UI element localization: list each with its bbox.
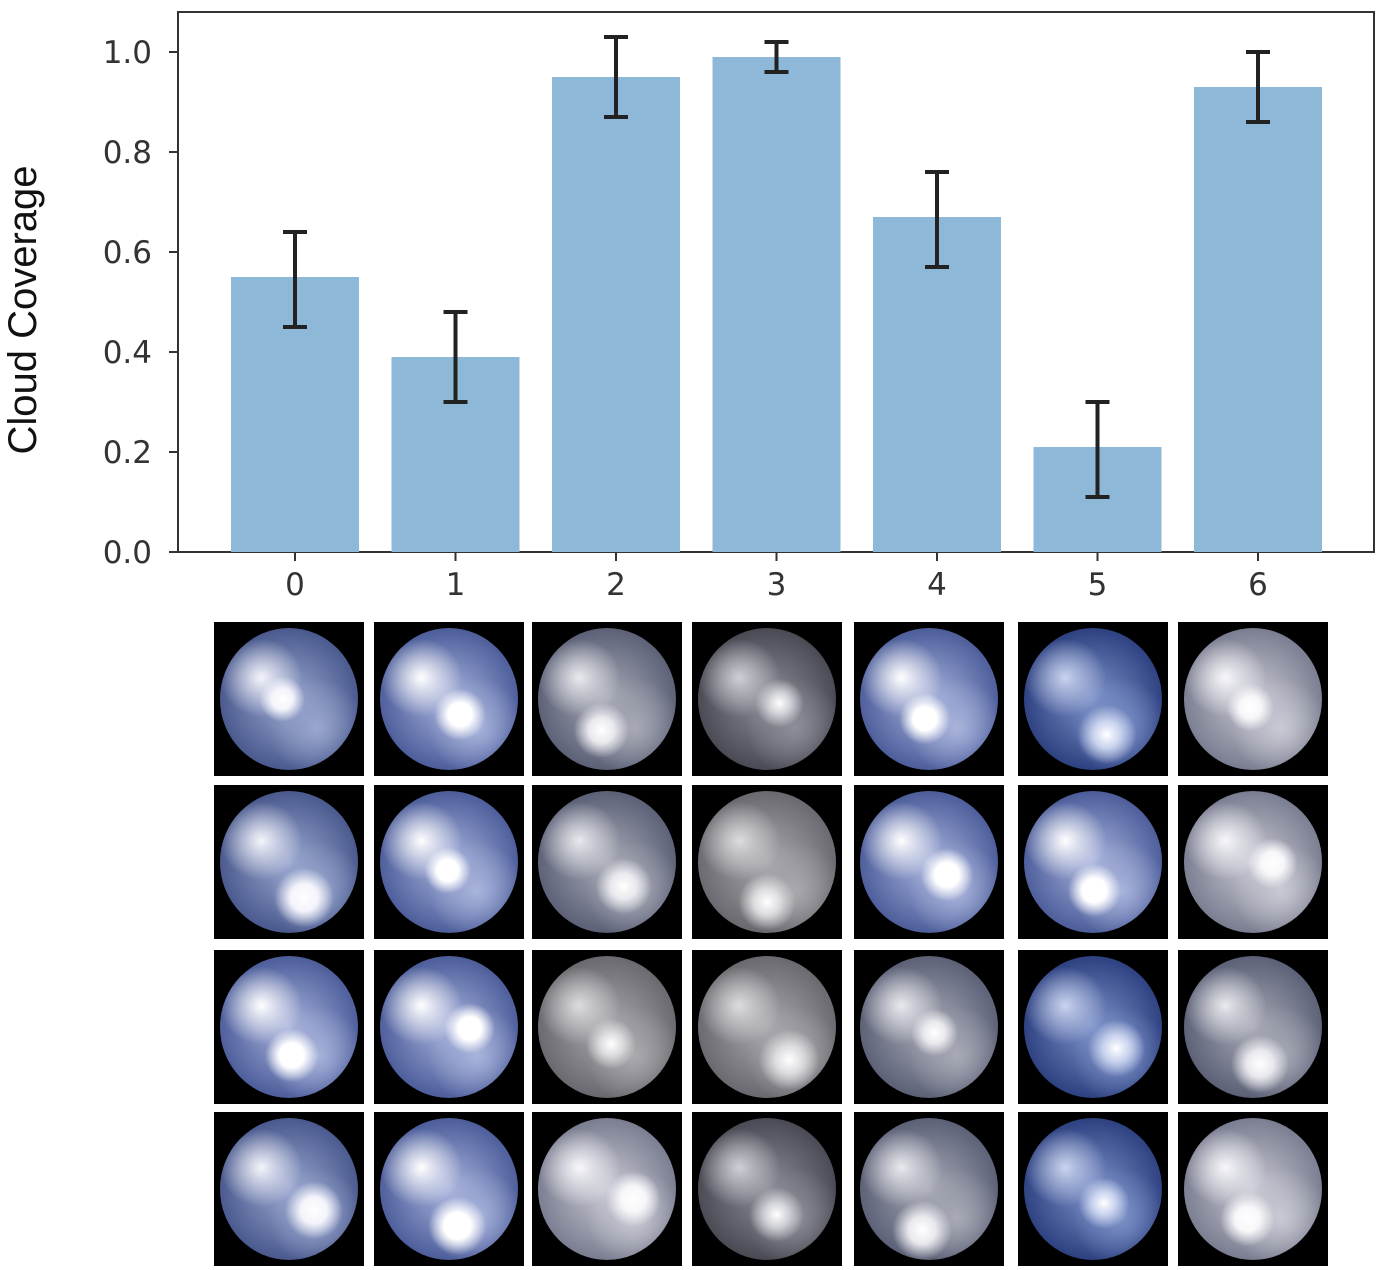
errorbar-5	[1085, 400, 1110, 499]
bars-group	[231, 57, 1322, 552]
sky-image	[1178, 950, 1328, 1104]
sky-image	[1018, 1112, 1168, 1266]
sky-image	[1178, 1112, 1328, 1266]
sky-image	[532, 785, 682, 939]
x-tick-label: 2	[606, 567, 626, 603]
fisheye-sky-disc	[380, 1118, 518, 1260]
fisheye-sky-disc	[380, 791, 518, 933]
x-axis-ticks: 0 1 2 3 4 5 6	[285, 552, 1268, 603]
sky-image	[692, 950, 842, 1104]
sky-image	[374, 622, 524, 776]
errorbar-1	[443, 310, 468, 404]
x-tick-label: 1	[446, 567, 466, 603]
bar-chart: 0.0 0.2 0.4 0.6 0.8 1.0 0 1 2 3 4 5 6 Cloud Coverag…	[1, 11, 1375, 603]
sky-image	[1018, 785, 1168, 939]
fisheye-sky-disc	[698, 628, 836, 770]
fisheye-sky-disc	[1184, 956, 1322, 1098]
errorbar-4	[925, 170, 949, 269]
errorbar-2	[604, 35, 628, 119]
sky-image	[374, 950, 524, 1104]
fisheye-sky-disc	[1184, 1118, 1322, 1260]
fisheye-sky-disc	[220, 628, 358, 770]
y-tick-label: 0.4	[103, 335, 152, 371]
fisheye-sky-disc	[380, 956, 518, 1098]
fisheye-sky-disc	[860, 791, 998, 933]
x-tick-label: 6	[1248, 567, 1268, 603]
sky-image	[214, 785, 364, 939]
errorbars-group	[283, 35, 1270, 499]
errorbar-0	[283, 230, 307, 329]
fisheye-sky-disc	[538, 791, 676, 933]
x-tick-label: 4	[927, 567, 947, 603]
sky-image	[692, 1112, 842, 1266]
y-tick-label: 0.6	[103, 235, 152, 271]
sky-image	[854, 622, 1004, 776]
errorbar-3	[764, 40, 789, 74]
sky-image	[1178, 622, 1328, 776]
sky-image	[214, 1112, 364, 1266]
sky-image	[532, 1112, 682, 1266]
fisheye-sky-disc	[220, 956, 358, 1098]
fisheye-sky-disc	[1184, 628, 1322, 770]
sky-image	[532, 950, 682, 1104]
sky-image	[374, 785, 524, 939]
fisheye-sky-disc	[860, 1118, 998, 1260]
fisheye-sky-disc	[698, 1118, 836, 1260]
fisheye-sky-disc	[380, 628, 518, 770]
sky-image	[692, 785, 842, 939]
y-tick-label: 0.0	[103, 535, 152, 571]
errorbar-6	[1246, 50, 1270, 124]
fisheye-sky-disc	[1024, 791, 1162, 933]
fisheye-sky-disc	[538, 956, 676, 1098]
sky-image	[1018, 622, 1168, 776]
y-axis-ticks: 0.0 0.2 0.4 0.6 0.8 1.0	[103, 35, 178, 571]
fisheye-sky-disc	[538, 1118, 676, 1260]
bar-3	[712, 57, 841, 552]
sky-image	[214, 622, 364, 776]
y-axis-label: Cloud Coverage	[1, 165, 45, 454]
fisheye-sky-disc	[1024, 628, 1162, 770]
bar-4	[873, 217, 1001, 552]
sky-image	[692, 622, 842, 776]
x-tick-label: 0	[285, 567, 305, 603]
sky-image	[1178, 785, 1328, 939]
sky-image	[854, 1112, 1004, 1266]
x-tick-label: 5	[1088, 567, 1108, 603]
sky-image	[854, 950, 1004, 1104]
sky-image	[214, 950, 364, 1104]
fisheye-sky-disc	[220, 1118, 358, 1260]
sky-image	[374, 1112, 524, 1266]
sky-image	[854, 785, 1004, 939]
sky-image	[532, 622, 682, 776]
fisheye-sky-disc	[860, 956, 998, 1098]
fisheye-sky-disc	[220, 791, 358, 933]
fisheye-sky-disc	[1024, 1118, 1162, 1260]
y-tick-label: 1.0	[103, 35, 152, 71]
x-tick-label: 3	[767, 567, 787, 603]
bar-6	[1194, 87, 1322, 552]
fisheye-sky-disc	[698, 956, 836, 1098]
fisheye-sky-disc	[860, 628, 998, 770]
fisheye-sky-disc	[1184, 791, 1322, 933]
fisheye-sky-disc	[698, 791, 836, 933]
fisheye-sky-disc	[538, 628, 676, 770]
bar-2	[552, 77, 680, 552]
fisheye-sky-disc	[1024, 956, 1162, 1098]
y-tick-label: 0.8	[103, 135, 152, 171]
sky-image	[1018, 950, 1168, 1104]
y-tick-label: 0.2	[103, 435, 152, 471]
